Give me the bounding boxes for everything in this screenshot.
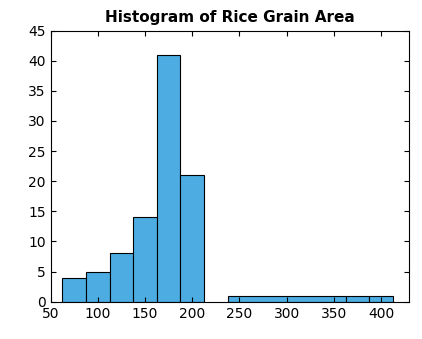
Bar <box>110 254 133 302</box>
Bar <box>62 278 86 302</box>
Bar <box>181 175 204 302</box>
Bar <box>157 55 181 302</box>
Bar <box>133 217 157 302</box>
Bar <box>227 296 346 302</box>
Bar <box>86 272 110 302</box>
Bar <box>369 296 393 302</box>
Title: Histogram of Rice Grain Area: Histogram of Rice Grain Area <box>105 10 355 25</box>
Bar <box>346 296 369 302</box>
